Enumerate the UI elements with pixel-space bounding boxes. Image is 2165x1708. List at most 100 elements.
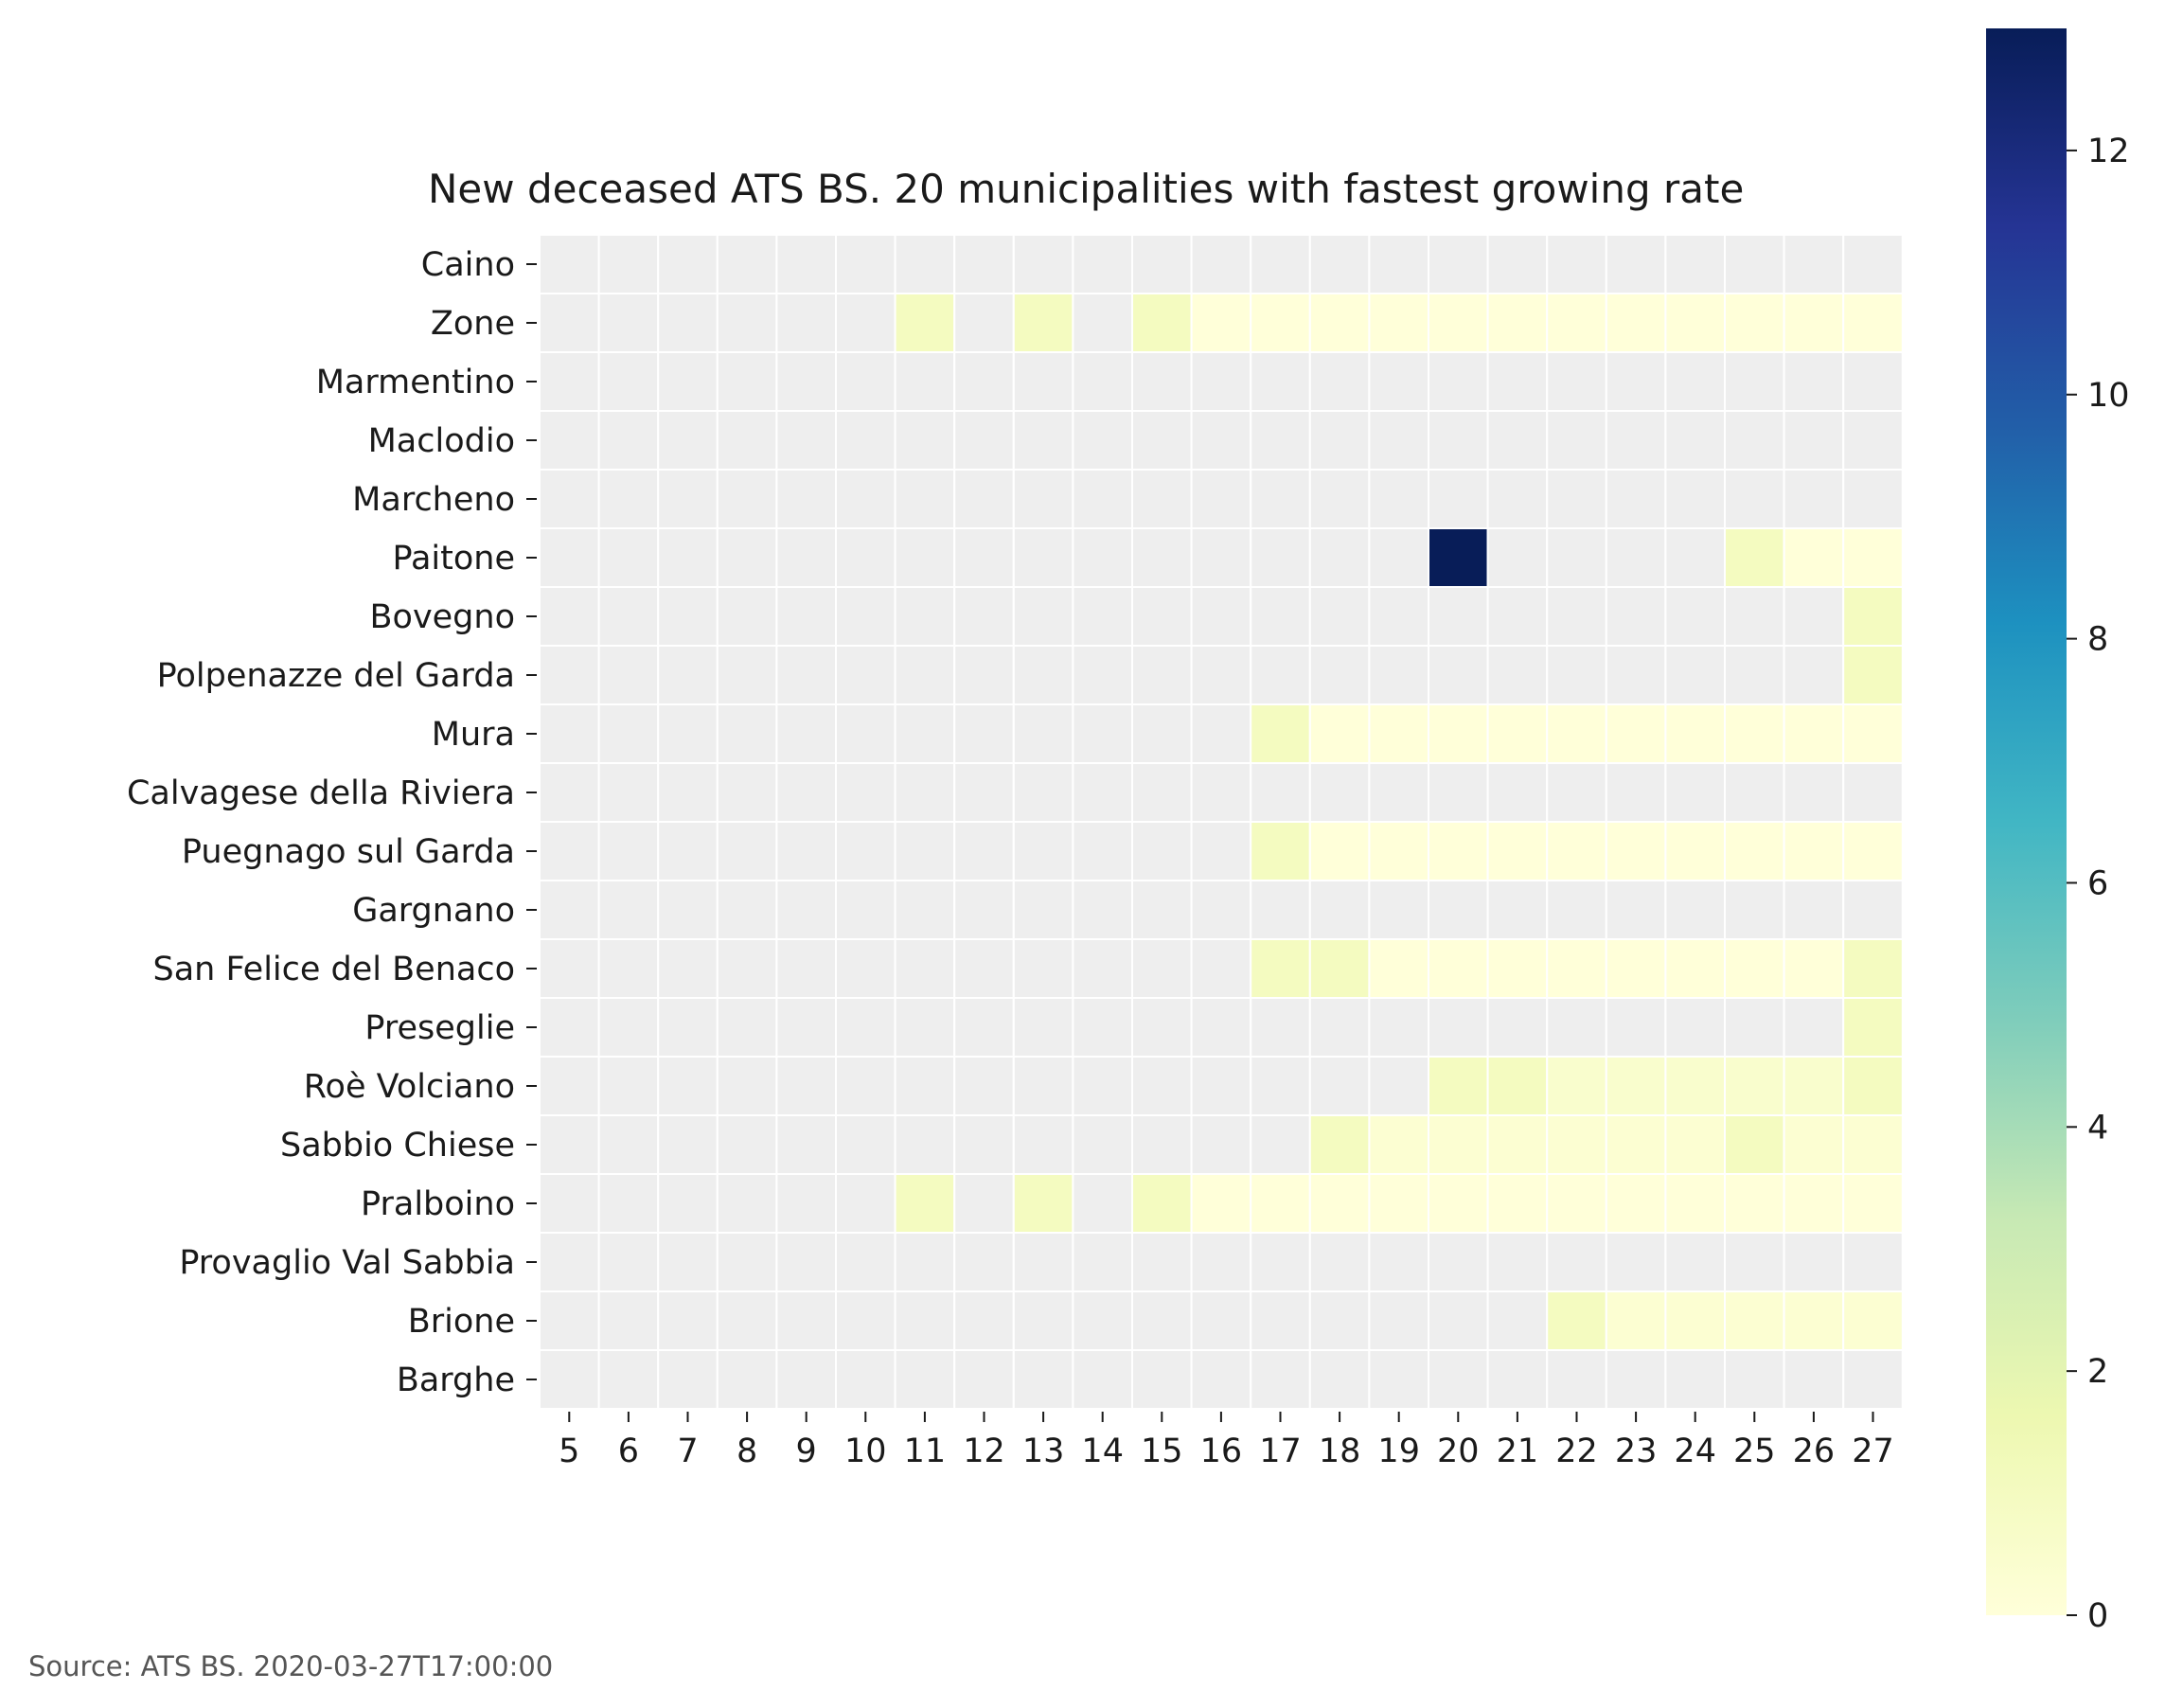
heatmap-cell (539, 821, 600, 881)
heatmap-cell (1368, 645, 1430, 705)
heatmap-cell (1664, 469, 1727, 529)
heatmap-cell (597, 1232, 660, 1292)
heatmap-cell (894, 645, 956, 705)
heatmap-cell (1072, 586, 1134, 647)
heatmap-cell (1072, 880, 1134, 940)
heatmap-cell (894, 293, 956, 353)
heatmap-cell (775, 527, 838, 588)
heatmap-cell (1012, 527, 1074, 588)
heatmap-cell (1190, 1173, 1252, 1234)
heatmap-cell (1072, 938, 1134, 999)
heatmap-cell (716, 527, 778, 588)
heatmap-cell (1072, 234, 1134, 294)
heatmap-cell (1072, 293, 1134, 353)
heatmap-cell (1546, 527, 1607, 588)
heatmap-cell (1308, 527, 1371, 588)
heatmap-cell (1308, 351, 1371, 412)
heatmap-cell (657, 645, 719, 705)
heatmap-cell (775, 351, 838, 412)
heatmap-cell (539, 586, 600, 647)
heatmap-cell (1368, 703, 1430, 764)
heatmap-cell (657, 1349, 719, 1410)
heatmap-cell (953, 351, 1015, 412)
heatmap-cell (1605, 469, 1667, 529)
heatmap-cell (1250, 234, 1311, 294)
heatmap-cell (1131, 234, 1193, 294)
heatmap-cell (1308, 703, 1371, 764)
heatmap-cell (1072, 821, 1134, 881)
heatmap-cell (1308, 938, 1371, 999)
heatmap-cell (1546, 1349, 1607, 1410)
heatmap-cell (1072, 997, 1134, 1058)
x-tick-label: 16 (1200, 1432, 1243, 1470)
heatmap-cell (716, 1056, 778, 1116)
heatmap-cell (1842, 1114, 1904, 1175)
heatmap-cell (657, 821, 719, 881)
heatmap-cell (1308, 1114, 1371, 1175)
heatmap-cell (1428, 880, 1489, 940)
heatmap-cell (835, 1232, 896, 1292)
heatmap-cell (1428, 1349, 1489, 1410)
heatmap-cell (716, 1173, 778, 1234)
heatmap-cell (657, 410, 719, 471)
y-tick-label: Maclodio (368, 422, 515, 460)
heatmap-cell (775, 1349, 838, 1410)
heatmap-cell (1131, 1056, 1193, 1116)
heatmap-cell (1012, 586, 1074, 647)
x-tick-label: 6 (618, 1432, 639, 1470)
heatmap-cell (1783, 351, 1845, 412)
heatmap-cell (1190, 1290, 1252, 1351)
heatmap-cell (1072, 762, 1134, 823)
heatmap-cell (1664, 880, 1727, 940)
x-tick-label: 12 (963, 1432, 1005, 1470)
heatmap-cell (1486, 645, 1549, 705)
heatmap-cell (1783, 293, 1845, 353)
heatmap-cell (1783, 527, 1845, 588)
x-tick-label: 8 (736, 1432, 757, 1470)
heatmap-cell (835, 880, 896, 940)
heatmap-cell (1605, 410, 1667, 471)
y-tick-label: Calvagese della Riviera (127, 774, 515, 812)
heatmap-cell (539, 410, 600, 471)
heatmap-cell (1368, 1173, 1430, 1234)
heatmap-cell (1190, 410, 1252, 471)
heatmap-cell (657, 1056, 719, 1116)
heatmap-cell (716, 234, 778, 294)
colorbar-tick-label: 12 (2087, 133, 2130, 170)
heatmap-cell (1190, 527, 1252, 588)
heatmap-cell (835, 703, 896, 764)
heatmap-cell (1664, 351, 1727, 412)
colorbar-gradient (1986, 28, 2067, 1615)
heatmap-cell (1783, 1173, 1845, 1234)
heatmap-cell (1605, 586, 1667, 647)
heatmap-cell (953, 1056, 1015, 1116)
x-tick-label: 22 (1555, 1432, 1598, 1470)
heatmap-cell (1783, 1349, 1845, 1410)
heatmap-cell (539, 1232, 600, 1292)
heatmap-cell (1190, 234, 1252, 294)
heatmap-cell (1250, 1114, 1311, 1175)
heatmap-cell (775, 1232, 838, 1292)
heatmap-cell (1546, 234, 1607, 294)
heatmap-cell (1842, 1173, 1904, 1234)
heatmap-cell (1428, 1232, 1489, 1292)
heatmap-cell (657, 1114, 719, 1175)
heatmap-cell (775, 410, 838, 471)
heatmap-cell (1072, 527, 1134, 588)
heatmap-cell (1546, 1232, 1607, 1292)
heatmap-cell (1012, 1349, 1074, 1410)
heatmap-cell (1190, 997, 1252, 1058)
heatmap-cell (597, 1173, 660, 1234)
heatmap-cell (1486, 1290, 1549, 1351)
heatmap-cell (1724, 938, 1785, 999)
heatmap-cell (1605, 997, 1667, 1058)
heatmap-cell (1605, 821, 1667, 881)
heatmap-cell (1605, 527, 1667, 588)
heatmap-cell (1368, 351, 1430, 412)
heatmap-cell (716, 1232, 778, 1292)
heatmap-cell (1486, 762, 1549, 823)
colorbar-tick-label: 6 (2087, 864, 2108, 902)
heatmap-cell (716, 880, 778, 940)
x-tick-label: 19 (1377, 1432, 1420, 1470)
heatmap-cell (1783, 586, 1845, 647)
